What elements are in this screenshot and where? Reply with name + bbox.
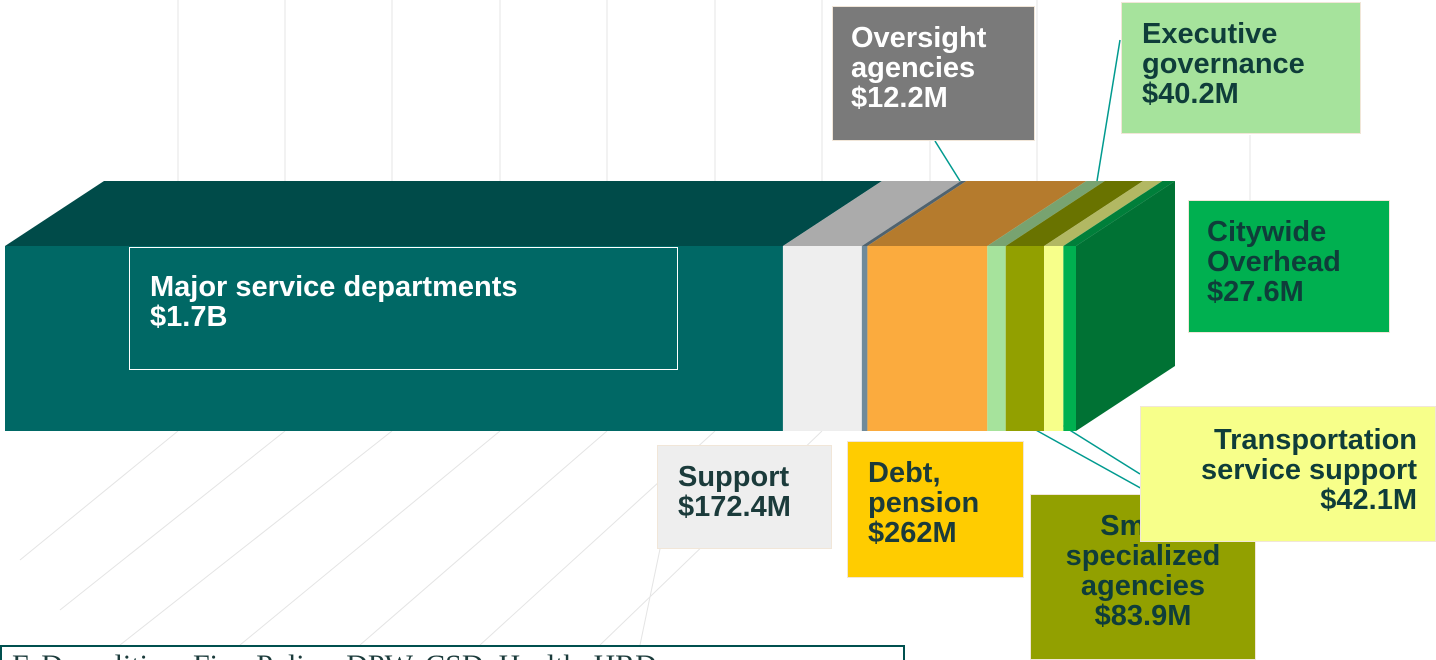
- bar-segment: [782, 246, 862, 431]
- bar-segment: [987, 246, 1006, 431]
- note: F, Demolition, Fire, Police, DPW, CSD, H…: [0, 645, 905, 660]
- segment-value: $1.7B: [150, 301, 228, 333]
- segment-value: $12.2M: [851, 82, 948, 114]
- bar-segment-top: [861, 181, 967, 246]
- segment-value: $27.6M: [1207, 276, 1304, 308]
- bar-segment-top: [1005, 181, 1144, 246]
- segment-label: Major service departments $1.7B: [129, 247, 678, 370]
- bar-segment: [5, 246, 783, 431]
- segment-name: Debt, pension: [868, 457, 980, 519]
- segment-name: Oversight agencies: [851, 22, 987, 84]
- segment-name: Major service departments: [150, 271, 518, 303]
- segment-name: Executive governance: [1142, 18, 1305, 80]
- segment-label: Citywide Overhead $27.6M: [1188, 200, 1390, 333]
- segment-value: $262M: [868, 517, 957, 549]
- leader-lines: [934, 39, 1145, 491]
- segment-label: Executive governance $40.2M: [1121, 2, 1361, 134]
- bar-segment: [1063, 246, 1076, 431]
- segment-label: Transportation service support $42.1M: [1140, 406, 1436, 542]
- bar-segment-top: [867, 181, 1087, 246]
- bar-segment-top: [782, 181, 961, 246]
- bar-segment: [861, 246, 868, 431]
- segment-name: Citywide Overhead: [1207, 216, 1341, 278]
- bar-group: [5, 181, 1175, 431]
- segment-label: Debt, pension $262M: [847, 441, 1024, 578]
- bar-segment-side: [1076, 181, 1175, 431]
- bar-segment-top: [1063, 181, 1175, 246]
- segment-value: $42.1M: [1320, 484, 1417, 516]
- segment-name: Transportation service support: [1201, 424, 1417, 486]
- bar-segment: [1044, 246, 1064, 431]
- bar-segment-top: [987, 181, 1105, 246]
- bar-segment: [1005, 246, 1045, 431]
- bar-segment: [867, 246, 988, 431]
- segment-value: $83.9M: [1094, 600, 1192, 632]
- segment-label: Support $172.4M: [657, 445, 832, 549]
- segment-name: Support: [678, 461, 790, 493]
- bar-segment-top: [1044, 181, 1163, 246]
- segment-value: $172.4M: [678, 491, 791, 523]
- segment-value: $40.2M: [1142, 78, 1239, 110]
- segment-label: Oversight agencies $12.2M: [832, 6, 1035, 141]
- bar-segment-top: [5, 181, 882, 246]
